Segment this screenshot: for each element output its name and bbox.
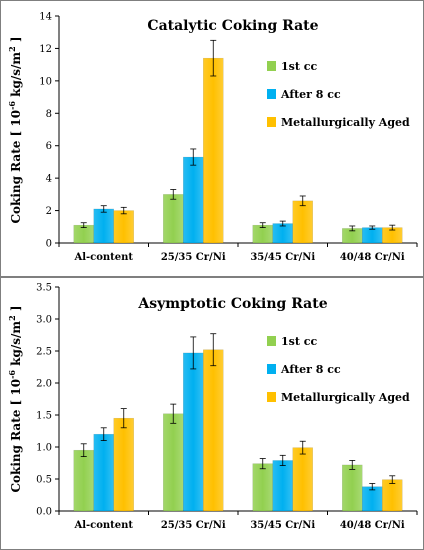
category-label-40-48-cr-ni: 40/48 Cr/Ni <box>340 520 405 531</box>
y-axis-title-superscript: -6 <box>7 101 17 110</box>
bar-metallurgically-aged-al-content <box>113 210 134 244</box>
y-axis-title-part: kg/s/m <box>9 52 23 101</box>
bar-1st-cc-25-35-cr-ni <box>163 413 184 512</box>
legend-swatch-1st-cc <box>267 336 276 346</box>
y-axis-title-part: Coking Rate [ 10 <box>9 379 23 493</box>
y-tick-label: 0.5 <box>36 475 52 486</box>
legend-swatch-1st-cc <box>267 61 276 71</box>
y-tick-label: 4 <box>46 174 52 185</box>
category-label-al-content: Al-content <box>73 520 133 531</box>
catalytic-coking-rate-chart: 0 2 4 6 8 10 12 14 Al-content 25/35 Cr/Ni 35/45 Cr… <box>7 12 418 263</box>
y-tick-label: 12 <box>39 44 52 55</box>
legend-swatch-after-8-cc <box>267 364 276 374</box>
bar-1st-cc-25-35-cr-ni <box>163 194 184 244</box>
y-tick-label: 0 <box>46 239 52 250</box>
y-axis-title-superscript: -6 <box>7 370 17 379</box>
bar-after-8-cc-40-48-cr-ni <box>362 486 383 512</box>
legend-swatch-metallurgically-aged <box>267 117 276 127</box>
bar-metallurgically-aged-40-48-cr-ni <box>382 479 403 512</box>
legend-label-1st-cc: 1st cc <box>281 60 317 73</box>
y-tick-label: 8 <box>46 109 52 120</box>
y-tick-label: 0.0 <box>36 507 52 518</box>
bar-1st-cc-40-48-cr-ni <box>342 464 363 512</box>
bar-metallurgically-aged-25-35-cr-ni <box>203 349 224 512</box>
y-tick-label: 10 <box>39 76 52 87</box>
y-tick-label: 6 <box>46 141 52 152</box>
category-label-35-45-cr-ni: 35/45 Cr/Ni <box>250 520 315 531</box>
chart-title: Catalytic Coking Rate <box>147 18 318 34</box>
legend-label-metallurgically-aged: Metallurgically Aged <box>281 391 410 404</box>
category-label-25-35-cr-ni: 25/35 Cr/Ni <box>161 520 226 531</box>
bar-after-8-cc-25-35-cr-ni <box>183 156 204 244</box>
bar-1st-cc-35-45-cr-ni <box>252 463 273 512</box>
y-axis-title-part: ] <box>9 305 23 315</box>
category-label-25-35-cr-ni: 25/35 Cr/Ni <box>161 252 226 263</box>
legend-swatch-metallurgically-aged <box>267 392 276 402</box>
y-axis-title-superscript: 2 <box>7 315 17 321</box>
bar-metallurgically-aged-35-45-cr-ni <box>292 447 313 512</box>
chart-title: Asymptotic Coking Rate <box>137 296 327 312</box>
bar-metallurgically-aged-al-content <box>113 417 134 512</box>
category-label-al-content: Al-content <box>73 252 133 263</box>
bar-after-8-cc-25-35-cr-ni <box>183 352 204 512</box>
bar-metallurgically-aged-35-45-cr-ni <box>292 200 313 244</box>
y-tick-label: 3.5 <box>36 283 52 294</box>
legend-label-metallurgically-aged: Metallurgically Aged <box>281 116 410 129</box>
legend-label-1st-cc: 1st cc <box>281 335 317 348</box>
y-axis-title: Coking Rate [ 10-6 kg/s/m2 ] <box>7 305 23 492</box>
y-axis-title-superscript: 2 <box>7 46 17 52</box>
y-tick-label: 2.5 <box>36 347 52 358</box>
legend-label-after-8-cc: After 8 cc <box>280 363 341 376</box>
bar-metallurgically-aged-25-35-cr-ni <box>203 57 224 244</box>
y-axis-title-part: Coking Rate [ 10 <box>9 110 23 224</box>
y-tick-label: 2 <box>46 206 52 217</box>
category-label-35-45-cr-ni: 35/45 Cr/Ni <box>250 252 315 263</box>
bar-1st-cc-al-content <box>73 449 94 512</box>
y-axis-title-part: ] <box>9 36 23 46</box>
category-label-40-48-cr-ni: 40/48 Cr/Ni <box>340 252 405 263</box>
legend-swatch-after-8-cc <box>267 89 276 99</box>
legend-label-after-8-cc: After 8 cc <box>280 88 341 101</box>
y-axis-title-part: kg/s/m <box>9 321 23 370</box>
y-axis-title: Coking Rate [ 10-6 kg/s/m2 ] <box>7 36 23 223</box>
panel-divider <box>1 276 424 278</box>
y-tick-label: 1.0 <box>36 443 52 454</box>
y-tick-label: 1.5 <box>36 411 52 422</box>
bar-after-8-cc-al-content <box>93 208 114 244</box>
bar-after-8-cc-35-45-cr-ni <box>272 460 293 512</box>
bar-after-8-cc-40-48-cr-ni <box>362 227 383 244</box>
y-tick-label: 14 <box>39 12 52 23</box>
bar-after-8-cc-35-45-cr-ni <box>272 223 293 244</box>
y-tick-label: 2.0 <box>36 379 52 390</box>
y-tick-label: 3.0 <box>36 315 52 326</box>
asymptotic-coking-rate-chart: 0.0 0.5 1.0 1.5 2.0 2.5 3.0 3.5 Al-content 25/35 … <box>7 283 418 531</box>
bar-after-8-cc-al-content <box>93 433 114 512</box>
